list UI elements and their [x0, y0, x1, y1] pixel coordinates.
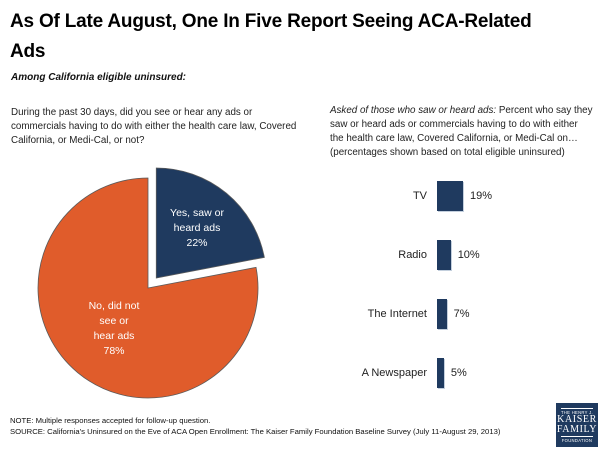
- pie-value-no: 78%: [103, 345, 125, 357]
- logo-name-2: FAMILY: [556, 424, 598, 435]
- bar-question-lead: Asked of those who saw or heard ads:: [330, 105, 497, 116]
- bar-label: TV: [412, 190, 427, 202]
- logo-name-1: KAISER: [557, 414, 597, 425]
- pie-label-yes: Yes, saw or heard ads 22%: [157, 206, 237, 251]
- logo-top-text: THE HENRY J.: [560, 410, 594, 415]
- bar-fill: [437, 358, 444, 388]
- bar-label: The Internet: [367, 308, 427, 320]
- source-line: SOURCE: California's Uninsured on the Ev…: [10, 427, 501, 436]
- bar-fill: [437, 299, 447, 329]
- bar-fill: [437, 240, 451, 270]
- bar-value: 19%: [470, 190, 493, 202]
- logo-rule: [561, 436, 593, 437]
- bar-row-internet: The Internet 7%: [330, 299, 596, 329]
- page-title-line-2: Ads: [10, 41, 46, 62]
- bar-label: Radio: [398, 249, 427, 261]
- bar-row-tv: TV 19%: [330, 181, 596, 211]
- logo-rule: [561, 408, 593, 409]
- kff-logo: THE HENRY J. KAISER FAMILY FOUNDATION: [556, 403, 598, 447]
- pie-slice-no: [37, 177, 259, 399]
- bar-value: 7%: [453, 308, 470, 320]
- bar-question: Asked of those who saw or heard ads: Per…: [330, 104, 594, 160]
- page-title: As Of Late August, One In Five Report Se…: [10, 7, 595, 67]
- bar-fill: [437, 181, 463, 211]
- pie-label-no: No, did not see or hear ads 78%: [72, 299, 156, 359]
- bar-label: A Newspaper: [361, 367, 427, 379]
- pie-slice-yes: [155, 167, 265, 279]
- logo-bottom-text: FOUNDATION: [561, 438, 593, 443]
- pie-value-yes: 22%: [186, 237, 208, 249]
- bar-question-rest: Percent who say they saw or heard ads or…: [330, 105, 593, 158]
- bar-value: 10%: [457, 249, 480, 261]
- pie-question: During the past 30 days, did you see or …: [11, 107, 297, 146]
- footnote: NOTE: Multiple responses accepted for fo…: [10, 416, 211, 425]
- subtitle: Among California eligible uninsured:: [11, 72, 187, 83]
- bar-row-newspaper: A Newspaper 5%: [330, 358, 596, 388]
- page-title-line-1: As Of Late August, One In Five Report Se…: [10, 11, 532, 32]
- bar-row-radio: Radio 10%: [330, 240, 596, 270]
- bar-value: 5%: [450, 367, 467, 379]
